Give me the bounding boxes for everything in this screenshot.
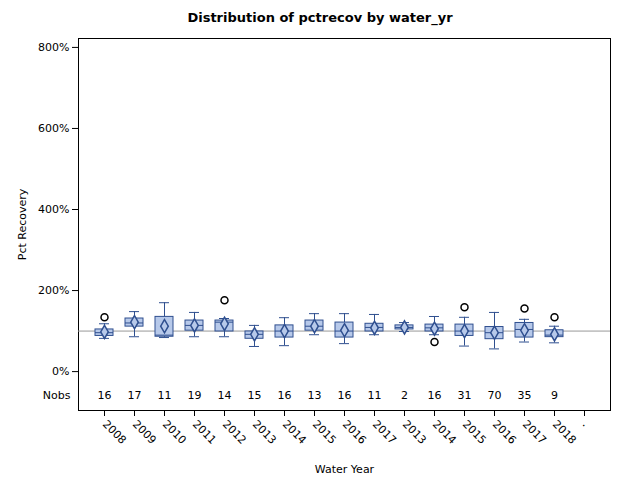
svg-text:16: 16 — [338, 389, 352, 402]
svg-text:2013: 2013 — [400, 418, 429, 447]
svg-text:16: 16 — [278, 389, 292, 402]
svg-text:2011: 2011 — [190, 418, 219, 447]
svg-text:2: 2 — [401, 389, 408, 402]
svg-text:19: 19 — [188, 389, 202, 402]
svg-text:35: 35 — [518, 389, 532, 402]
svg-text:Nobs: Nobs — [43, 389, 71, 402]
svg-text:Pct Recovery: Pct Recovery — [16, 188, 29, 260]
svg-text:2010: 2010 — [160, 418, 189, 447]
svg-text:600%: 600% — [38, 122, 69, 135]
svg-text:400%: 400% — [38, 203, 69, 216]
svg-text:800%: 800% — [38, 41, 69, 54]
svg-text:16: 16 — [98, 389, 112, 402]
svg-text:11: 11 — [368, 389, 382, 402]
svg-text:2016: 2016 — [490, 418, 519, 447]
html-text:Distribution of pctrecov by wa: Distribution of pctrecov by water_yr — [187, 10, 453, 25]
svg-text:16: 16 — [428, 389, 442, 402]
svg-text:2013: 2013 — [250, 418, 279, 447]
svg-text:17: 17 — [128, 389, 142, 402]
svg-text:14: 14 — [218, 389, 232, 402]
svg-text:2017: 2017 — [520, 418, 549, 447]
svg-text:2017: 2017 — [370, 418, 399, 447]
svg-text:9: 9 — [551, 389, 558, 402]
svg-text:200%: 200% — [38, 284, 69, 297]
svg-text:15: 15 — [248, 389, 262, 402]
svg-text:11: 11 — [158, 389, 172, 402]
svg-text:2012: 2012 — [220, 418, 249, 447]
svg-text:2015: 2015 — [310, 418, 339, 447]
svg-text:2016: 2016 — [340, 418, 369, 447]
svg-text:13: 13 — [308, 389, 322, 402]
svg-text:2014: 2014 — [280, 418, 309, 447]
svg-text:0%: 0% — [52, 365, 69, 378]
svg-text:2018: 2018 — [550, 418, 579, 447]
svg-text:2015: 2015 — [460, 418, 489, 447]
svg-text:Water Year: Water Year — [315, 463, 375, 476]
svg-text:2014: 2014 — [430, 418, 459, 447]
svg-text:.: . — [580, 418, 592, 430]
svg-text:2009: 2009 — [130, 418, 159, 447]
svg-text:31: 31 — [458, 389, 472, 402]
svg-text:70: 70 — [488, 389, 502, 402]
svg-text:2008: 2008 — [100, 418, 129, 447]
